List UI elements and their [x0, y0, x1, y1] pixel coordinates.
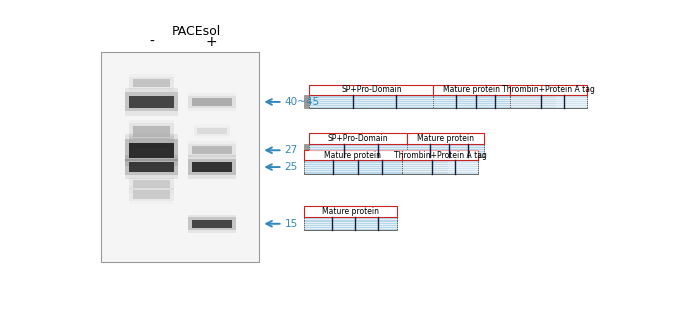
Text: SP+Pro-Domain: SP+Pro-Domain — [341, 86, 402, 95]
Bar — [192, 219, 232, 228]
Bar — [125, 92, 178, 111]
Bar — [129, 175, 174, 193]
Bar — [129, 188, 174, 201]
Bar — [194, 126, 229, 136]
Bar — [188, 156, 236, 179]
Bar — [192, 98, 232, 106]
Bar — [129, 133, 174, 151]
Bar — [133, 79, 170, 87]
Bar — [194, 124, 229, 138]
Bar — [447, 161, 478, 174]
Bar — [133, 126, 170, 137]
Bar — [125, 139, 178, 161]
Text: Mature protein: Mature protein — [417, 134, 474, 143]
Text: Mature protein: Mature protein — [322, 207, 379, 216]
Bar — [510, 85, 586, 95]
Bar — [125, 159, 178, 175]
Bar — [188, 95, 236, 108]
Bar — [125, 88, 178, 116]
Bar — [188, 215, 236, 233]
Bar — [402, 161, 478, 174]
Bar — [125, 134, 178, 166]
Bar — [129, 74, 174, 92]
Bar — [304, 95, 309, 108]
Bar — [192, 146, 232, 154]
Text: 40~45: 40~45 — [285, 97, 320, 107]
Text: Mature protein: Mature protein — [443, 86, 501, 95]
Bar — [129, 162, 174, 172]
Bar — [304, 161, 402, 174]
Bar — [129, 95, 174, 108]
Text: SP+Pro-Domain: SP+Pro-Domain — [328, 134, 389, 143]
Bar — [309, 95, 433, 108]
Bar — [101, 51, 259, 262]
Text: 15: 15 — [285, 219, 298, 229]
Text: Thrombin+Protein A tag: Thrombin+Protein A tag — [502, 86, 595, 95]
Bar — [188, 159, 236, 175]
Text: Mature protein: Mature protein — [324, 151, 381, 160]
Text: Thrombin+Protein A tag: Thrombin+Protein A tag — [394, 151, 486, 160]
Bar — [129, 77, 174, 89]
Bar — [304, 206, 396, 217]
Text: PACEsol: PACEsol — [172, 25, 221, 38]
Bar — [309, 144, 407, 157]
Bar — [133, 138, 170, 146]
Bar — [433, 95, 510, 108]
Bar — [309, 133, 407, 144]
Bar — [129, 178, 174, 190]
Bar — [556, 95, 586, 108]
Text: +: + — [206, 35, 218, 49]
Bar — [129, 120, 174, 143]
Bar — [188, 141, 236, 159]
Bar — [407, 144, 484, 157]
Text: -: - — [149, 35, 154, 49]
Bar — [129, 185, 174, 204]
Bar — [192, 162, 232, 172]
Bar — [433, 85, 510, 95]
Bar — [129, 135, 174, 148]
Bar — [125, 156, 178, 179]
Bar — [133, 190, 170, 199]
Bar — [133, 180, 170, 188]
Bar — [407, 133, 484, 144]
Text: 25: 25 — [285, 162, 298, 172]
Bar — [510, 95, 586, 108]
Bar — [188, 144, 236, 157]
Bar — [197, 128, 227, 135]
Text: 27: 27 — [285, 145, 298, 155]
Bar — [304, 150, 402, 161]
Bar — [188, 218, 236, 230]
Bar — [188, 93, 236, 111]
Bar — [129, 143, 174, 157]
Bar — [309, 85, 433, 95]
Bar — [304, 217, 396, 230]
Bar — [129, 123, 174, 139]
Bar — [402, 150, 478, 161]
Bar — [304, 144, 309, 157]
